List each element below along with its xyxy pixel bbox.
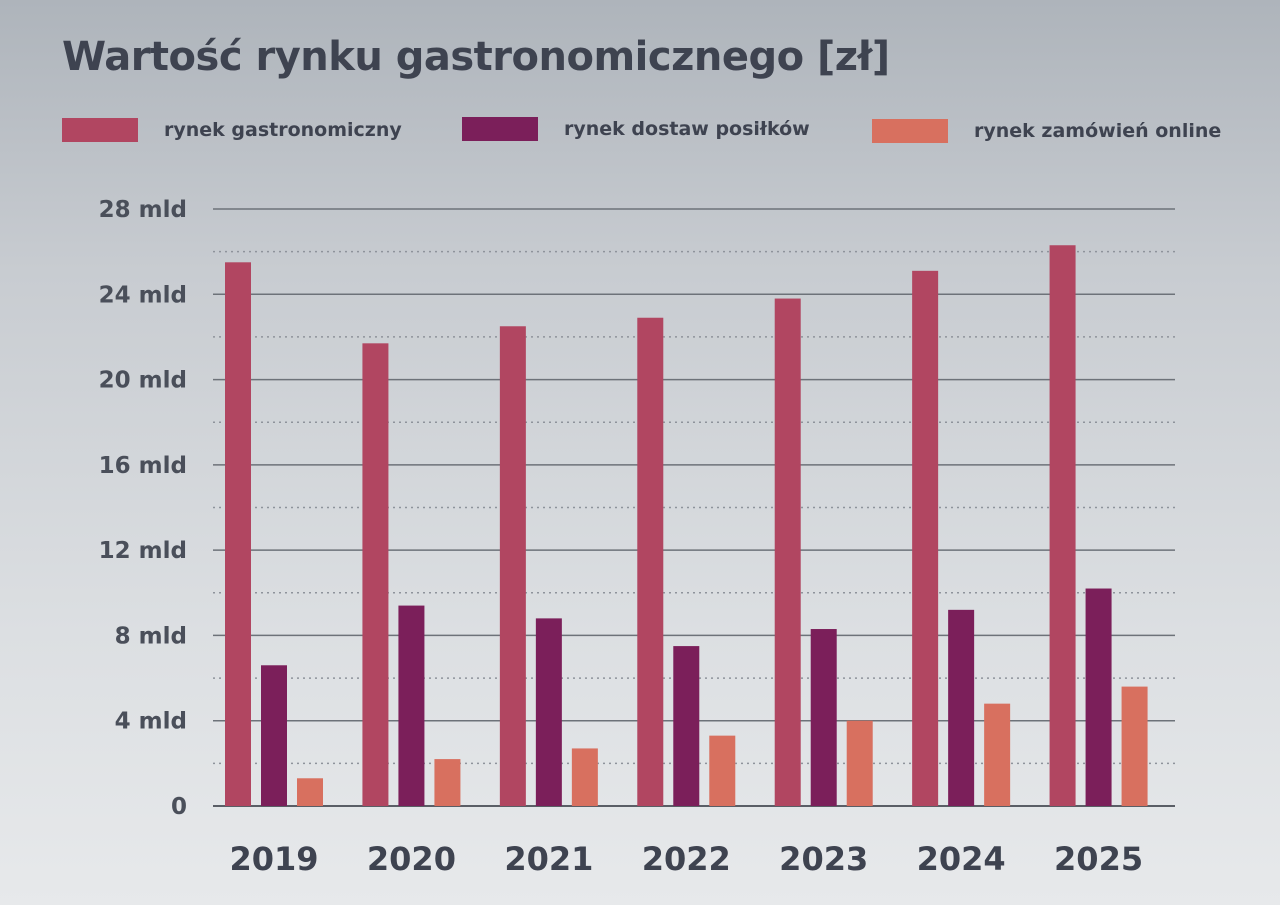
bar-2022-series-1	[637, 317, 664, 806]
bar-2025-series-1	[1049, 245, 1076, 806]
x-tick-label: 2024	[917, 840, 1006, 878]
legend-swatch-online	[872, 119, 948, 143]
bar-2021-series-1	[499, 326, 526, 806]
x-tick-label: 2021	[504, 840, 593, 878]
bar-2019-series-1	[225, 262, 251, 806]
legend-swatch-gastronomiczny	[62, 118, 138, 142]
bar-2019-series-3	[297, 778, 323, 806]
bar-2023-series-3	[846, 720, 873, 806]
x-tick-label: 2022	[642, 840, 731, 878]
bar-2025-series-2	[1085, 588, 1112, 806]
bar-2020-series-1	[362, 343, 389, 806]
bars	[225, 245, 1148, 806]
x-tick-label: 2020	[367, 840, 456, 878]
legend-item-gastronomiczny: rynek gastronomiczny	[62, 118, 402, 142]
y-tick-label: 8 mld	[115, 623, 187, 649]
bar-2019-series-2	[261, 665, 287, 806]
bar-2020-series-2	[398, 605, 425, 806]
y-axis-ticks: 0 4 mld 8 mld 12 mld 16 mld 20 mld 24 mld 28 ml…	[99, 197, 187, 820]
y-tick-label: 12 mld	[99, 538, 187, 564]
x-axis-ticks: 2019 2020 2021 2022 2023 2024 2025	[229, 840, 1143, 878]
y-tick-label: 0	[171, 794, 187, 820]
bar-2024-series-3	[984, 703, 1011, 806]
legend-label-gastronomiczny: rynek gastronomiczny	[164, 119, 402, 141]
bar-2022-series-2	[673, 646, 700, 806]
legend-label-dostawy: rynek dostaw posiłków	[564, 118, 810, 140]
legend-item-dostawy: rynek dostaw posiłków	[462, 117, 810, 141]
y-tick-label: 28 mld	[99, 197, 187, 223]
legend-label-online: rynek zamówień online	[974, 120, 1222, 142]
bar-2024-series-2	[948, 609, 975, 806]
y-tick-label: 24 mld	[99, 282, 187, 308]
bar-2021-series-3	[571, 748, 598, 806]
legend-item-online: rynek zamówień online	[872, 119, 1221, 143]
bar-2023-series-1	[774, 298, 801, 806]
bar-2024-series-1	[912, 270, 939, 806]
bar-2021-series-2	[535, 618, 562, 806]
x-tick-label: 2025	[1054, 840, 1143, 878]
legend-swatch-dostawy	[462, 117, 538, 141]
bar-2023-series-2	[810, 629, 837, 806]
x-tick-label: 2023	[779, 840, 868, 878]
y-tick-label: 4 mld	[115, 709, 187, 735]
y-tick-label: 16 mld	[99, 453, 187, 479]
bar-2025-series-3	[1121, 686, 1148, 806]
bar-2022-series-3	[709, 735, 736, 806]
x-tick-label: 2019	[229, 840, 318, 878]
y-tick-label: 20 mld	[99, 368, 187, 394]
bar-2020-series-3	[434, 759, 461, 806]
chart-title: Wartość rynku gastronomicznego [zł]	[62, 34, 890, 80]
